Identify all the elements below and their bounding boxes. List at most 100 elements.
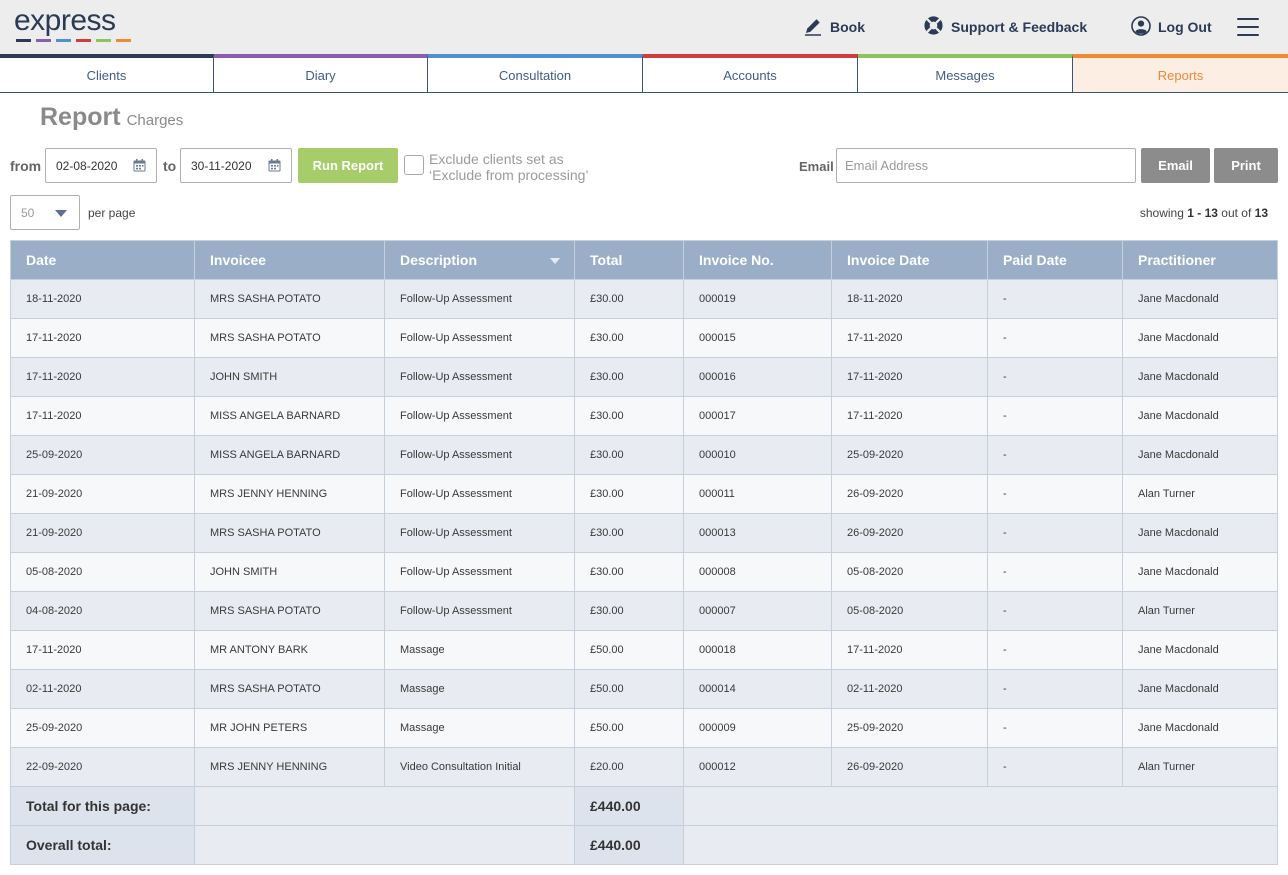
calendar-icon[interactable] <box>133 159 146 172</box>
print-button[interactable]: Print <box>1214 148 1278 183</box>
table-row[interactable]: 17-11-2020 MRS SASHA POTATO Follow-Up Asse… <box>10 318 1278 358</box>
support-label: Support & Feedback <box>951 19 1088 35</box>
cell-date: 22-09-2020 <box>10 747 195 787</box>
cell-paid-date: - <box>987 318 1123 358</box>
book-label: Book <box>830 19 865 35</box>
cell-invoicee: MISS ANGELA BARNARD <box>194 396 385 436</box>
column-header-paid-date[interactable]: Paid Date <box>987 240 1123 280</box>
cell-date: 17-11-2020 <box>10 318 195 358</box>
cell-invoice-no: 000012 <box>683 747 832 787</box>
cell-invoice-date: 26-09-2020 <box>831 747 988 787</box>
express-logo[interactable]: express <box>14 6 131 42</box>
cell-invoice-no: 000008 <box>683 552 832 592</box>
sort-down-icon <box>550 258 560 264</box>
cell-total: £30.00 <box>574 591 684 631</box>
table-row[interactable]: 17-11-2020 MR ANTONY BARK Massage £50.00 000… <box>10 630 1278 670</box>
cell-practitioner: Jane Macdonald <box>1122 396 1278 436</box>
column-header-description-label: Description <box>400 252 478 268</box>
charges-report-table: Date Invoicee Description Total Invoice … <box>10 240 1278 865</box>
cell-invoicee: MRS SASHA POTATO <box>194 318 385 358</box>
cell-invoicee: MRS JENNY HENNING <box>194 747 385 787</box>
showing-prefix: showing <box>1139 206 1184 220</box>
email-button[interactable]: Email <box>1141 148 1210 183</box>
cell-paid-date: - <box>987 591 1123 631</box>
showing-total: 13 <box>1254 206 1268 220</box>
hamburger-line <box>1237 18 1259 20</box>
cell-date: 05-08-2020 <box>10 552 195 592</box>
tab-consultation[interactable]: Consultation <box>428 54 643 92</box>
calendar-icon[interactable] <box>268 159 281 172</box>
cell-practitioner: Jane Macdonald <box>1122 669 1278 709</box>
run-report-button[interactable]: Run Report <box>298 148 398 183</box>
per-page-value: 50 <box>21 205 35 220</box>
cell-invoice-date: 17-11-2020 <box>831 318 988 358</box>
cell-invoice-date: 02-11-2020 <box>831 669 988 709</box>
from-date-field[interactable]: 02-08-2020 <box>45 148 157 183</box>
page-title-subtitle: Charges <box>126 112 184 129</box>
table-row[interactable]: 04-08-2020 MRS SASHA POTATO Follow-Up Asse… <box>10 591 1278 631</box>
table-row[interactable]: 17-11-2020 MISS ANGELA BARNARD Follow-Up A… <box>10 396 1278 436</box>
hamburger-line <box>1237 34 1259 36</box>
tab-reports[interactable]: Reports <box>1073 54 1288 92</box>
cell-invoice-no: 000014 <box>683 669 832 709</box>
showing-range: 1 - 13 <box>1187 206 1218 220</box>
table-row[interactable]: 21-09-2020 MRS SASHA POTATO Follow-Up Asse… <box>10 513 1278 553</box>
cell-date: 17-11-2020 <box>10 396 195 436</box>
cell-date: 02-11-2020 <box>10 669 195 709</box>
table-row[interactable]: 17-11-2020 JOHN SMITH Follow-Up Assessment… <box>10 357 1278 397</box>
logout-button[interactable]: Log Out <box>1131 15 1212 39</box>
to-date-field[interactable]: 30-11-2020 <box>180 148 292 183</box>
page-title: Report Charges <box>40 103 183 132</box>
column-header-invoice-no[interactable]: Invoice No. <box>683 240 832 280</box>
book-button[interactable]: Book <box>803 16 865 38</box>
cell-date: 25-09-2020 <box>10 435 195 475</box>
table-row[interactable]: 21-09-2020 MRS JENNY HENNING Follow-Up Ass… <box>10 474 1278 514</box>
cell-invoicee: MRS SASHA POTATO <box>194 669 385 709</box>
column-header-date[interactable]: Date <box>10 240 195 280</box>
tab-diary[interactable]: Diary <box>214 54 428 92</box>
logo-stripe <box>116 39 131 42</box>
page-total-filler <box>683 786 1278 826</box>
cell-date: 18-11-2020 <box>10 279 195 319</box>
tab-messages[interactable]: Messages <box>858 54 1073 92</box>
cell-practitioner: Jane Macdonald <box>1122 318 1278 358</box>
cell-practitioner: Alan Turner <box>1122 747 1278 787</box>
user-icon <box>1131 15 1151 39</box>
cell-total: £30.00 <box>574 279 684 319</box>
logo-stripes <box>16 39 131 42</box>
support-feedback-button[interactable]: Support & Feedback <box>923 16 1087 38</box>
to-label: to <box>163 158 177 174</box>
cell-invoice-no: 000015 <box>683 318 832 358</box>
column-header-invoice-date[interactable]: Invoice Date <box>831 240 988 280</box>
cell-invoicee: MR ANTONY BARK <box>194 630 385 670</box>
cell-invoice-date: 17-11-2020 <box>831 396 988 436</box>
table-row[interactable]: 25-09-2020 MR JOHN PETERS Massage £50.00 000… <box>10 708 1278 748</box>
cell-description: Follow-Up Assessment <box>384 474 575 514</box>
email-address-input[interactable] <box>836 148 1136 183</box>
hamburger-menu-icon[interactable] <box>1237 18 1259 36</box>
column-header-total[interactable]: Total <box>574 240 684 280</box>
table-row[interactable]: 25-09-2020 MISS ANGELA BARNARD Follow-Up A… <box>10 435 1278 475</box>
table-row[interactable]: 02-11-2020 MRS SASHA POTATO Massage £50.00 0… <box>10 669 1278 709</box>
column-header-description[interactable]: Description <box>384 240 575 280</box>
tab-accounts[interactable]: Accounts <box>643 54 858 92</box>
per-page-select[interactable]: 50 <box>10 195 80 230</box>
table-header-row: Date Invoicee Description Total Invoice … <box>10 240 1278 280</box>
cell-total: £30.00 <box>574 435 684 475</box>
cell-invoicee: MRS SASHA POTATO <box>194 513 385 553</box>
table-row[interactable]: 05-08-2020 JOHN SMITH Follow-Up Assessment… <box>10 552 1278 592</box>
table-row[interactable]: 18-11-2020 MRS SASHA POTATO Follow-Up Asse… <box>10 279 1278 319</box>
cell-total: £20.00 <box>574 747 684 787</box>
cell-invoice-date: 17-11-2020 <box>831 630 988 670</box>
column-header-practitioner[interactable]: Practitioner <box>1122 240 1278 280</box>
cell-invoice-no: 000017 <box>683 396 832 436</box>
cell-paid-date: - <box>987 357 1123 397</box>
cell-paid-date: - <box>987 708 1123 748</box>
table-row[interactable]: 22-09-2020 MRS JENNY HENNING Video Consult… <box>10 747 1278 787</box>
column-header-invoicee[interactable]: Invoicee <box>194 240 385 280</box>
cell-paid-date: - <box>987 474 1123 514</box>
tab-clients[interactable]: Clients <box>0 54 214 92</box>
exclude-clients-checkbox[interactable] <box>404 155 424 175</box>
logo-stripe <box>16 39 31 42</box>
cell-total: £50.00 <box>574 630 684 670</box>
